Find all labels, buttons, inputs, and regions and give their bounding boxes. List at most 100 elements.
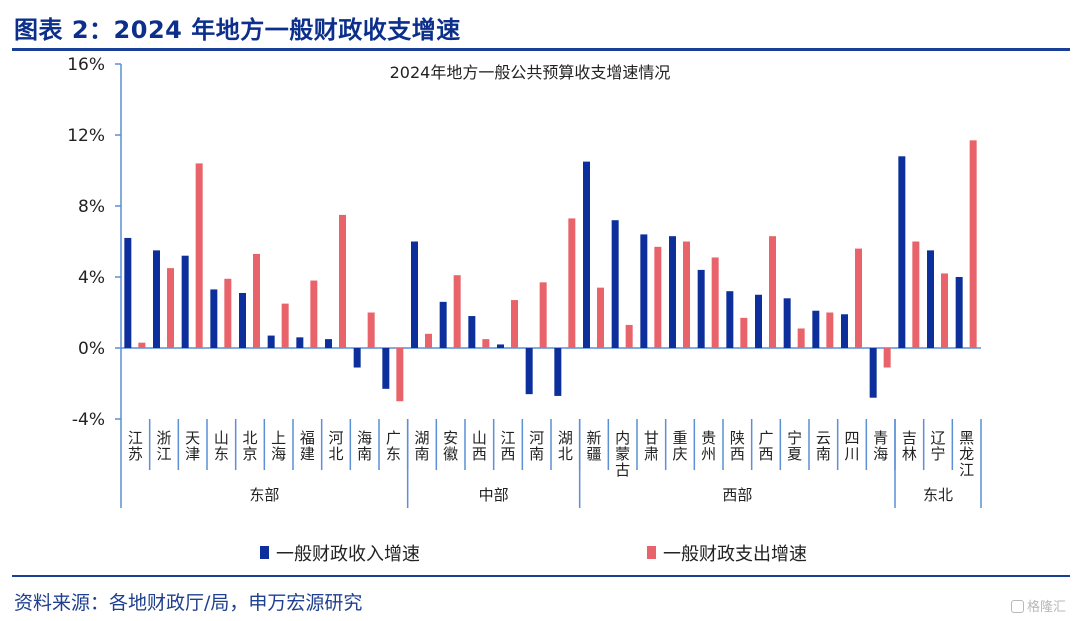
expense-bar-2	[195, 163, 203, 348]
y-tick-label: 4%	[78, 268, 105, 288]
expense-bar-19	[683, 241, 690, 348]
income-bar-2	[181, 255, 189, 348]
income-bar-1	[153, 250, 160, 348]
expense-bar-12	[482, 339, 490, 348]
income-bar-10	[411, 241, 418, 348]
income-bar-17	[611, 220, 619, 348]
category-label: 广西	[758, 429, 773, 463]
category-label: 湖北	[558, 429, 573, 463]
category-label: 江苏	[128, 429, 143, 463]
category-label: 广东	[386, 429, 401, 463]
income-bar-19	[669, 236, 676, 348]
income-bar-4	[239, 292, 246, 348]
category-label: 山西	[472, 429, 487, 463]
expense-bar-24	[826, 312, 834, 348]
bar-chart: 2024年地方一般公共预算收支增速情况 -4% 0% 4% 8% 12% 16% 东部 中部…	[67, 55, 982, 565]
expense-bar-25	[855, 248, 862, 348]
watermark: 格隆汇	[1010, 596, 1066, 615]
category-label: 江西	[500, 429, 515, 463]
category-label: 贵州	[701, 429, 716, 463]
category-label: 吉林	[902, 429, 917, 463]
category-label: 四川	[844, 429, 859, 463]
income-bar-12	[468, 316, 476, 348]
category-label: 甘肃	[644, 429, 659, 463]
watermark-logo-icon	[1010, 600, 1024, 613]
income-bar-14	[525, 348, 533, 395]
income-bar-5	[267, 335, 275, 348]
expense-bar-11	[453, 275, 461, 348]
category-label: 浙江	[156, 429, 171, 463]
expense-bar-16	[597, 287, 604, 348]
category-label: 青海	[873, 429, 888, 463]
group-label: 中部	[479, 486, 509, 504]
income-bar-24	[812, 310, 820, 348]
income-bar-28	[927, 250, 934, 348]
category-label: 福建	[300, 429, 315, 463]
legend-swatch-income	[260, 546, 269, 559]
category-label: 湖南	[414, 429, 429, 463]
income-bar-7	[325, 339, 332, 348]
income-bar-8	[353, 348, 361, 368]
expense-bar-8	[367, 312, 375, 348]
income-bar-11	[439, 301, 447, 348]
income-bar-20	[697, 269, 705, 348]
category-label: 上海	[271, 429, 286, 463]
legend-label-income: 一般财政收入增速	[276, 544, 420, 565]
y-tick-label: 12%	[67, 126, 105, 146]
expense-bar-3	[224, 278, 232, 348]
expense-bar-6	[310, 280, 318, 348]
category-label: 河南	[529, 429, 544, 463]
category-label: 山东	[214, 429, 229, 463]
category-label: 宁夏	[787, 429, 802, 463]
expense-bar-1	[167, 268, 174, 348]
group-label: 西部	[722, 486, 752, 504]
category-label: 安徽	[443, 429, 458, 463]
expense-bar-9	[396, 348, 404, 402]
income-bar-13	[497, 344, 504, 348]
expense-bar-29	[969, 140, 977, 348]
category-label: 陕西	[730, 429, 745, 463]
chart-category-labels: 东部 中部 西部 东北 江苏浙江天津山东北京上海福建河北海南广东湖南安徽山西江西河南湖北…	[128, 429, 974, 504]
footer-rule	[12, 575, 1070, 577]
category-label: 云南	[816, 429, 831, 463]
expense-bar-5	[281, 303, 289, 348]
y-tick-label: 8%	[78, 197, 105, 217]
category-label: 内蒙古	[615, 429, 630, 479]
expense-bar-20	[711, 257, 719, 348]
expense-bar-26	[883, 348, 891, 368]
header-rule	[12, 48, 1070, 51]
expense-bar-27	[912, 241, 920, 348]
income-bar-6	[296, 337, 304, 348]
expense-bar-28	[941, 273, 948, 348]
expense-bar-4	[253, 253, 260, 348]
category-label: 黑龙江	[959, 429, 974, 479]
expense-bar-15	[568, 218, 576, 348]
chart-title: 2024年地方一般公共预算收支增速情况	[390, 63, 671, 82]
expense-bar-21	[740, 317, 748, 348]
category-label: 北京	[242, 429, 257, 463]
chart-legend: 一般财政收入增速 一般财政支出增速	[260, 544, 807, 565]
category-label: 辽宁	[930, 429, 945, 463]
y-tick-label: 16%	[67, 55, 105, 75]
income-bar-29	[955, 277, 963, 348]
income-bar-21	[726, 291, 734, 348]
income-bar-23	[783, 298, 791, 348]
group-label: 东北	[923, 486, 953, 504]
income-bar-0	[124, 237, 132, 348]
expense-bar-7	[339, 214, 346, 348]
expense-bar-18	[654, 246, 662, 348]
y-tick-label: -4%	[72, 410, 105, 430]
category-label: 海南	[357, 429, 372, 463]
income-bar-27	[898, 156, 906, 348]
income-bar-18	[640, 234, 648, 348]
y-tick-label: 0%	[78, 339, 105, 359]
expense-bar-17	[625, 324, 633, 348]
category-label: 河北	[328, 429, 343, 463]
income-bar-15	[554, 348, 562, 396]
legend-swatch-expense	[647, 546, 656, 559]
income-bar-25	[841, 314, 848, 348]
expense-bar-22	[769, 236, 776, 348]
group-label: 东部	[249, 486, 279, 504]
expense-bar-0	[138, 342, 146, 348]
category-label: 新疆	[586, 429, 601, 463]
